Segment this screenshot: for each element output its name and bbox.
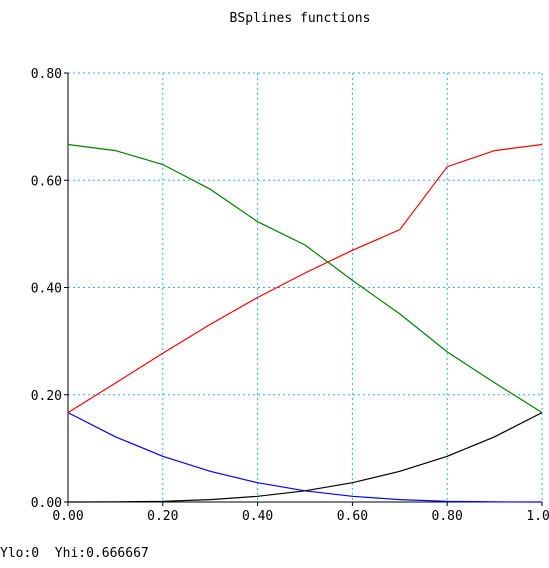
chart-title: BSplines functions	[230, 11, 371, 26]
x-tick-label: 0.00	[52, 509, 83, 524]
series-line-4	[67, 412, 543, 503]
grid-lines	[68, 72, 543, 502]
tick-labels: 0.00 0.20 0.40 0.60 0.80 1.00 0.00 0.20 0.40 0.60…	[31, 67, 549, 524]
y-tick-label: 0.20	[31, 389, 62, 404]
y-tick-label: 0.40	[31, 282, 62, 297]
bspline-chart: BSplines functions 0.00 0.20 0.40 0.60 0.80 1…	[31, 11, 549, 524]
ylo-readout: Ylo:0	[0, 546, 40, 561]
x-tick-label: 0.60	[337, 509, 368, 524]
y-tick-label: 0.60	[31, 174, 62, 189]
y-tick-label: 0.00	[31, 496, 62, 511]
axes	[64, 72, 543, 506]
series-line-3	[67, 143, 543, 414]
series-line-1	[67, 412, 543, 503]
series-group	[67, 143, 543, 503]
series-line-2	[67, 143, 543, 414]
x-tick-label: 0.20	[147, 509, 178, 524]
x-tick-label: 0.40	[242, 509, 273, 524]
status-bar: Ylo:0 Yhi:0.666667	[0, 546, 149, 561]
yhi-readout: Yhi:0.666667	[54, 546, 149, 561]
y-tick-label: 0.80	[31, 67, 62, 82]
x-tick-label: 1.00	[526, 509, 549, 524]
x-tick-label: 0.80	[432, 509, 463, 524]
